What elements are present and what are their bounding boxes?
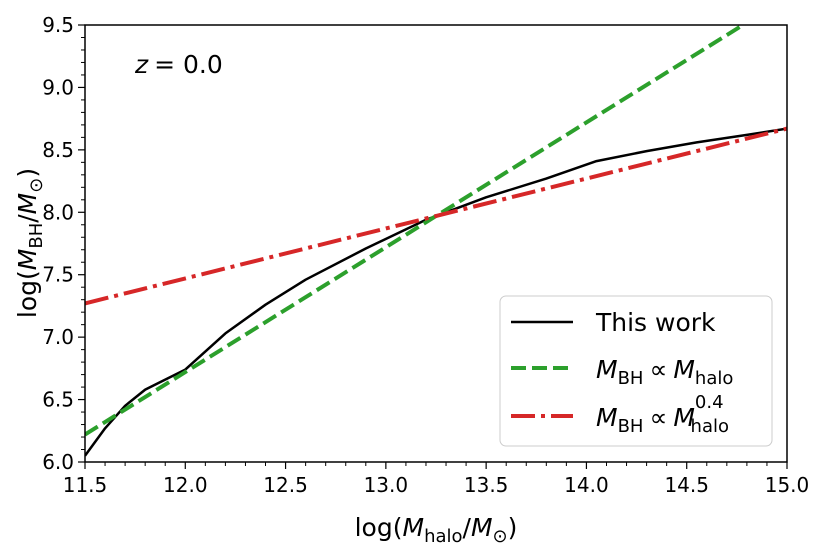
legend: This work MBH ∝ Mhalo MBH ∝ M0.4 halo xyxy=(499,295,773,447)
x-tick-label: 13.0 xyxy=(364,473,409,497)
x-tick-label: 15.0 xyxy=(765,473,810,497)
series-group xyxy=(85,25,787,457)
x-tick-label: 12.5 xyxy=(263,473,308,497)
y-tick-label: 6.5 xyxy=(42,388,74,412)
y-tick-label: 7.5 xyxy=(42,263,74,287)
legend-label-power: MBH ∝ M0.4 halo xyxy=(596,392,729,437)
y-axis-label: log(MBH/M⊙) xyxy=(13,168,47,318)
axis-ticks: 11.5 12.0 12.5 13.0 13.5 14.0 14.5 15.0 6.0 6.5 7.… xyxy=(42,13,809,497)
x-tick-label: 11.5 xyxy=(63,473,108,497)
legend-label-linear: MBH ∝ Mhalo xyxy=(596,355,733,389)
y-tick-label: 9.0 xyxy=(42,75,74,99)
x-tick-label: 14.5 xyxy=(664,473,709,497)
y-tick-label: 8.5 xyxy=(42,138,74,162)
plot-frame xyxy=(84,24,788,463)
series-linear-scaling xyxy=(85,25,747,437)
legend-label-this-work: This work xyxy=(595,308,716,337)
series-this-work xyxy=(85,127,787,457)
y-tick-label: 7.0 xyxy=(42,325,74,349)
y-tick-label: 8.0 xyxy=(42,200,74,224)
redshift-annotation: z = 0.0 xyxy=(134,50,223,79)
x-tick-label: 13.5 xyxy=(464,473,509,497)
x-axis-label: log(Mhalo/M⊙) xyxy=(355,513,518,547)
y-tick-label: 9.5 xyxy=(42,13,74,37)
legend-box xyxy=(499,295,773,447)
x-tick-label: 14.0 xyxy=(564,473,609,497)
x-tick-label: 12.0 xyxy=(163,473,208,497)
y-tick-label: 6.0 xyxy=(42,450,74,474)
series-power-scaling xyxy=(85,126,787,306)
